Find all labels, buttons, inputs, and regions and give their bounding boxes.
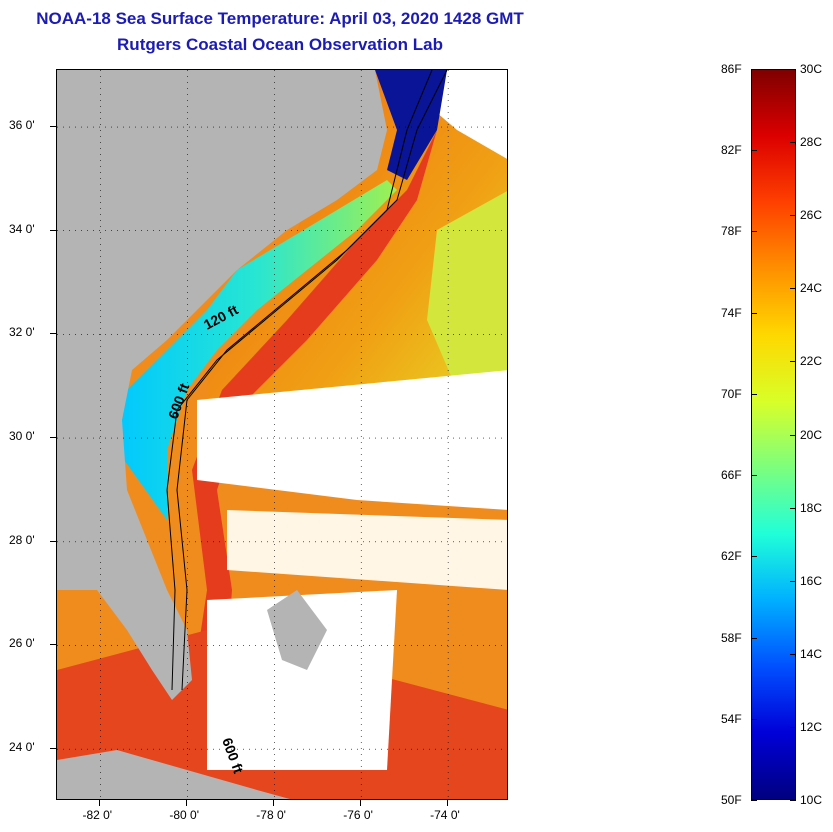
cuba-landmass xyxy=(57,750,290,799)
lat-tick xyxy=(50,644,56,646)
celsius-tick xyxy=(790,69,796,70)
lon-tick xyxy=(99,800,101,806)
map-subtitle: Rutgers Coastal Ocean Observation Lab xyxy=(117,35,443,54)
lon-tick-label: -76 0' xyxy=(343,808,373,822)
fahrenheit-tick xyxy=(751,475,757,477)
fahrenheit-tick xyxy=(751,393,757,395)
celsius-tick xyxy=(790,361,796,363)
celsius-tick xyxy=(790,434,796,436)
fahrenheit-label: 50F xyxy=(721,793,742,807)
lat-tick-label: 26 0' xyxy=(9,636,35,651)
bahamas-landmass xyxy=(267,590,327,670)
celsius-tick xyxy=(790,580,796,582)
lat-tick-label: 34 0' xyxy=(9,221,35,236)
shelf-water xyxy=(117,180,397,520)
celsius-label: 26C xyxy=(800,208,823,223)
lat-tick xyxy=(50,540,56,542)
celsius-label: 18C xyxy=(800,500,823,515)
cloud-band-1 xyxy=(197,370,507,510)
fahrenheit-tick xyxy=(751,150,757,152)
celsius-tick xyxy=(790,800,796,801)
cloud-band-2 xyxy=(227,510,507,590)
lon-tick xyxy=(447,800,449,806)
celsius-tick xyxy=(790,288,796,290)
lon-tick xyxy=(273,800,275,806)
celsius-tick xyxy=(790,726,796,728)
fahrenheit-tick xyxy=(751,637,757,639)
fahrenheit-label: 62F xyxy=(721,549,742,564)
celsius-label: 28C xyxy=(800,135,823,150)
sst-map: 120 ft 600 ft 600 ft xyxy=(56,69,508,800)
celsius-tick xyxy=(790,653,796,655)
fahrenheit-label: 66F xyxy=(721,468,742,483)
lon-tick-label: -78 0' xyxy=(256,808,286,822)
fahrenheit-label: 82F xyxy=(721,143,742,158)
celsius-label: 24C xyxy=(800,281,823,296)
lon-tick-label: -82 0' xyxy=(82,808,113,822)
color-scale-bar xyxy=(751,69,796,800)
lat-tick-label: 24 0' xyxy=(9,740,35,755)
celsius-tick xyxy=(790,142,796,144)
cloud-band-3 xyxy=(207,590,397,770)
cold-water-mass xyxy=(375,70,447,180)
fahrenheit-tick xyxy=(751,556,757,558)
fahrenheit-label: 86F xyxy=(721,62,742,76)
lat-tick xyxy=(50,748,56,750)
celsius-label: 30C xyxy=(800,62,823,76)
fahrenheit-tick xyxy=(751,69,757,70)
contour-120ft xyxy=(166,70,433,691)
land-mass xyxy=(57,70,387,700)
offshore-cool-water xyxy=(427,191,507,400)
fahrenheit-tick xyxy=(751,231,757,233)
lon-tick-label: -80 0' xyxy=(169,808,200,822)
celsius-label: 12C xyxy=(800,719,823,734)
lon-tick-label: -74 0' xyxy=(430,808,460,822)
fahrenheit-tick xyxy=(751,718,757,720)
map-title: NOAA-18 Sea Surface Temperature: April 0… xyxy=(36,9,524,28)
celsius-label: 16C xyxy=(800,573,823,588)
fahrenheit-tick xyxy=(751,800,757,801)
celsius-label: 14C xyxy=(800,646,823,661)
lat-tick xyxy=(50,126,56,128)
celsius-tick xyxy=(790,215,796,217)
lon-tick xyxy=(360,800,362,806)
celsius-label: 10C xyxy=(800,793,823,807)
lat-tick-label: 30 0' xyxy=(9,429,35,444)
lat-tick-label: 28 0' xyxy=(9,532,35,547)
lat-tick xyxy=(50,333,56,335)
lat-tick xyxy=(50,437,56,439)
lon-tick xyxy=(186,800,188,806)
contour-600ft xyxy=(176,70,448,691)
celsius-label: 20C xyxy=(800,427,823,442)
celsius-label: 22C xyxy=(800,354,823,369)
celsius-tick xyxy=(790,507,796,509)
fahrenheit-label: 58F xyxy=(721,630,742,645)
fahrenheit-label: 78F xyxy=(721,224,742,239)
fahrenheit-tick xyxy=(751,312,757,314)
fahrenheit-label: 54F xyxy=(721,711,742,726)
lat-tick-label: 36 0' xyxy=(9,118,35,133)
fahrenheit-label: 70F xyxy=(721,386,742,401)
fahrenheit-label: 74F xyxy=(721,305,742,320)
lat-tick-label: 32 0' xyxy=(9,325,35,340)
sst-map-canvas: 120 ft 600 ft 600 ft xyxy=(57,70,507,799)
lat-tick xyxy=(50,229,56,231)
